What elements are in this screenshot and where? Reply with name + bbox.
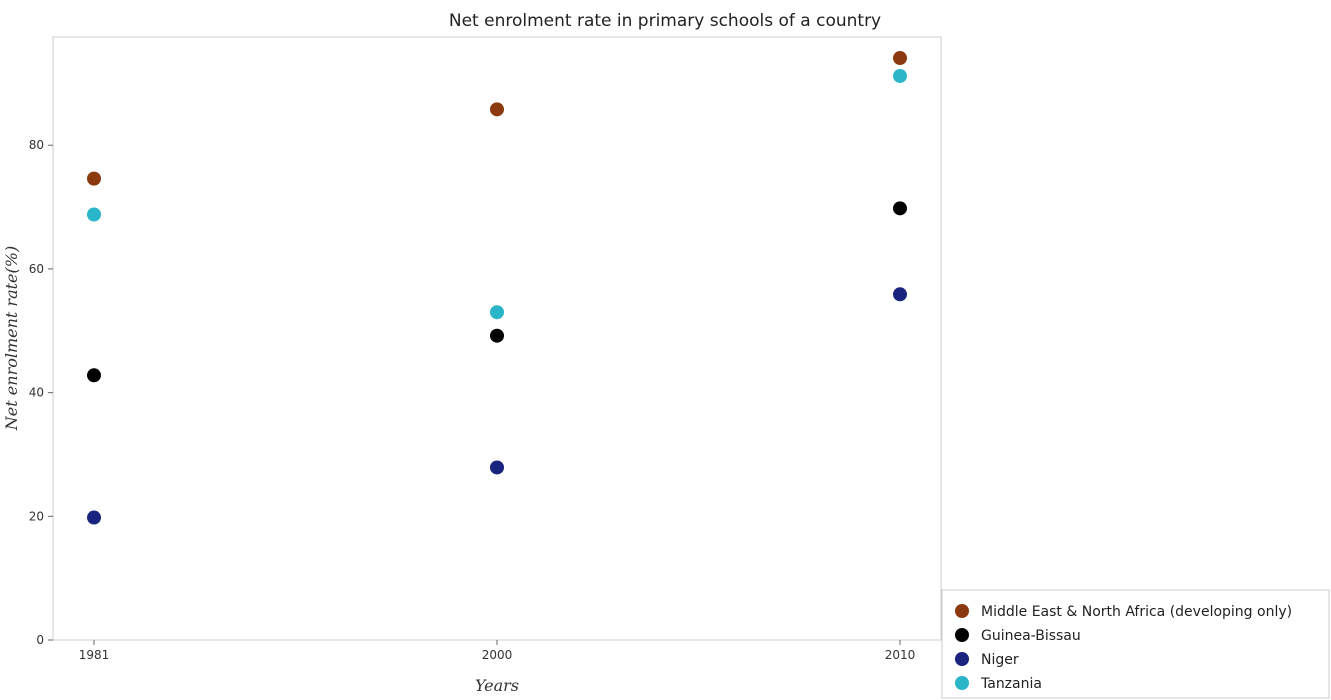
y-tick-label: 0 [36, 633, 44, 647]
data-point-series-3 [893, 287, 907, 302]
data-point-series-4 [490, 305, 504, 320]
data-point-series-2 [893, 201, 907, 216]
x-axis: 1981 2000 2010 [79, 640, 916, 662]
x-tick-label: 2010 [885, 648, 916, 662]
legend-marker [955, 652, 969, 666]
data-point-series-1 [87, 171, 101, 186]
x-tick-label: 2000 [482, 648, 513, 662]
data-point-series-2 [87, 368, 101, 383]
legend-marker [955, 628, 969, 642]
legend: Middle East & North Africa (developing o… [941, 589, 1330, 699]
y-tick-label: 80 [29, 138, 44, 152]
data-point-series-4 [87, 207, 101, 222]
data-point-series-1 [490, 102, 504, 117]
chart-title: Net enrolment rate in primary schools of… [449, 11, 881, 31]
legend-label: Middle East & North Africa (developing o… [981, 604, 1292, 620]
x-axis-label: Years [475, 676, 519, 695]
legend-marker [955, 676, 969, 690]
legend-label: Tanzania [980, 676, 1042, 692]
data-point-series-3 [490, 460, 504, 475]
legend-label: Niger [981, 652, 1019, 668]
y-tick-label: 40 [29, 386, 44, 400]
data-point-series-2 [490, 328, 504, 343]
y-tick-label: 20 [29, 509, 44, 523]
legend-label: Guinea-Bissau [981, 628, 1081, 644]
data-point-series-3 [87, 510, 101, 525]
x-tick-label: 1981 [79, 648, 110, 662]
data-point-series-4 [893, 68, 907, 83]
y-axis: 0 20 40 60 80 [29, 138, 53, 647]
legend-marker [955, 604, 969, 618]
data-point-series-1 [893, 51, 907, 66]
y-axis-label: Net enrolment rate(%) [2, 246, 21, 431]
data-points [87, 51, 907, 525]
legend-box [941, 589, 1330, 699]
y-tick-label: 60 [29, 262, 44, 276]
